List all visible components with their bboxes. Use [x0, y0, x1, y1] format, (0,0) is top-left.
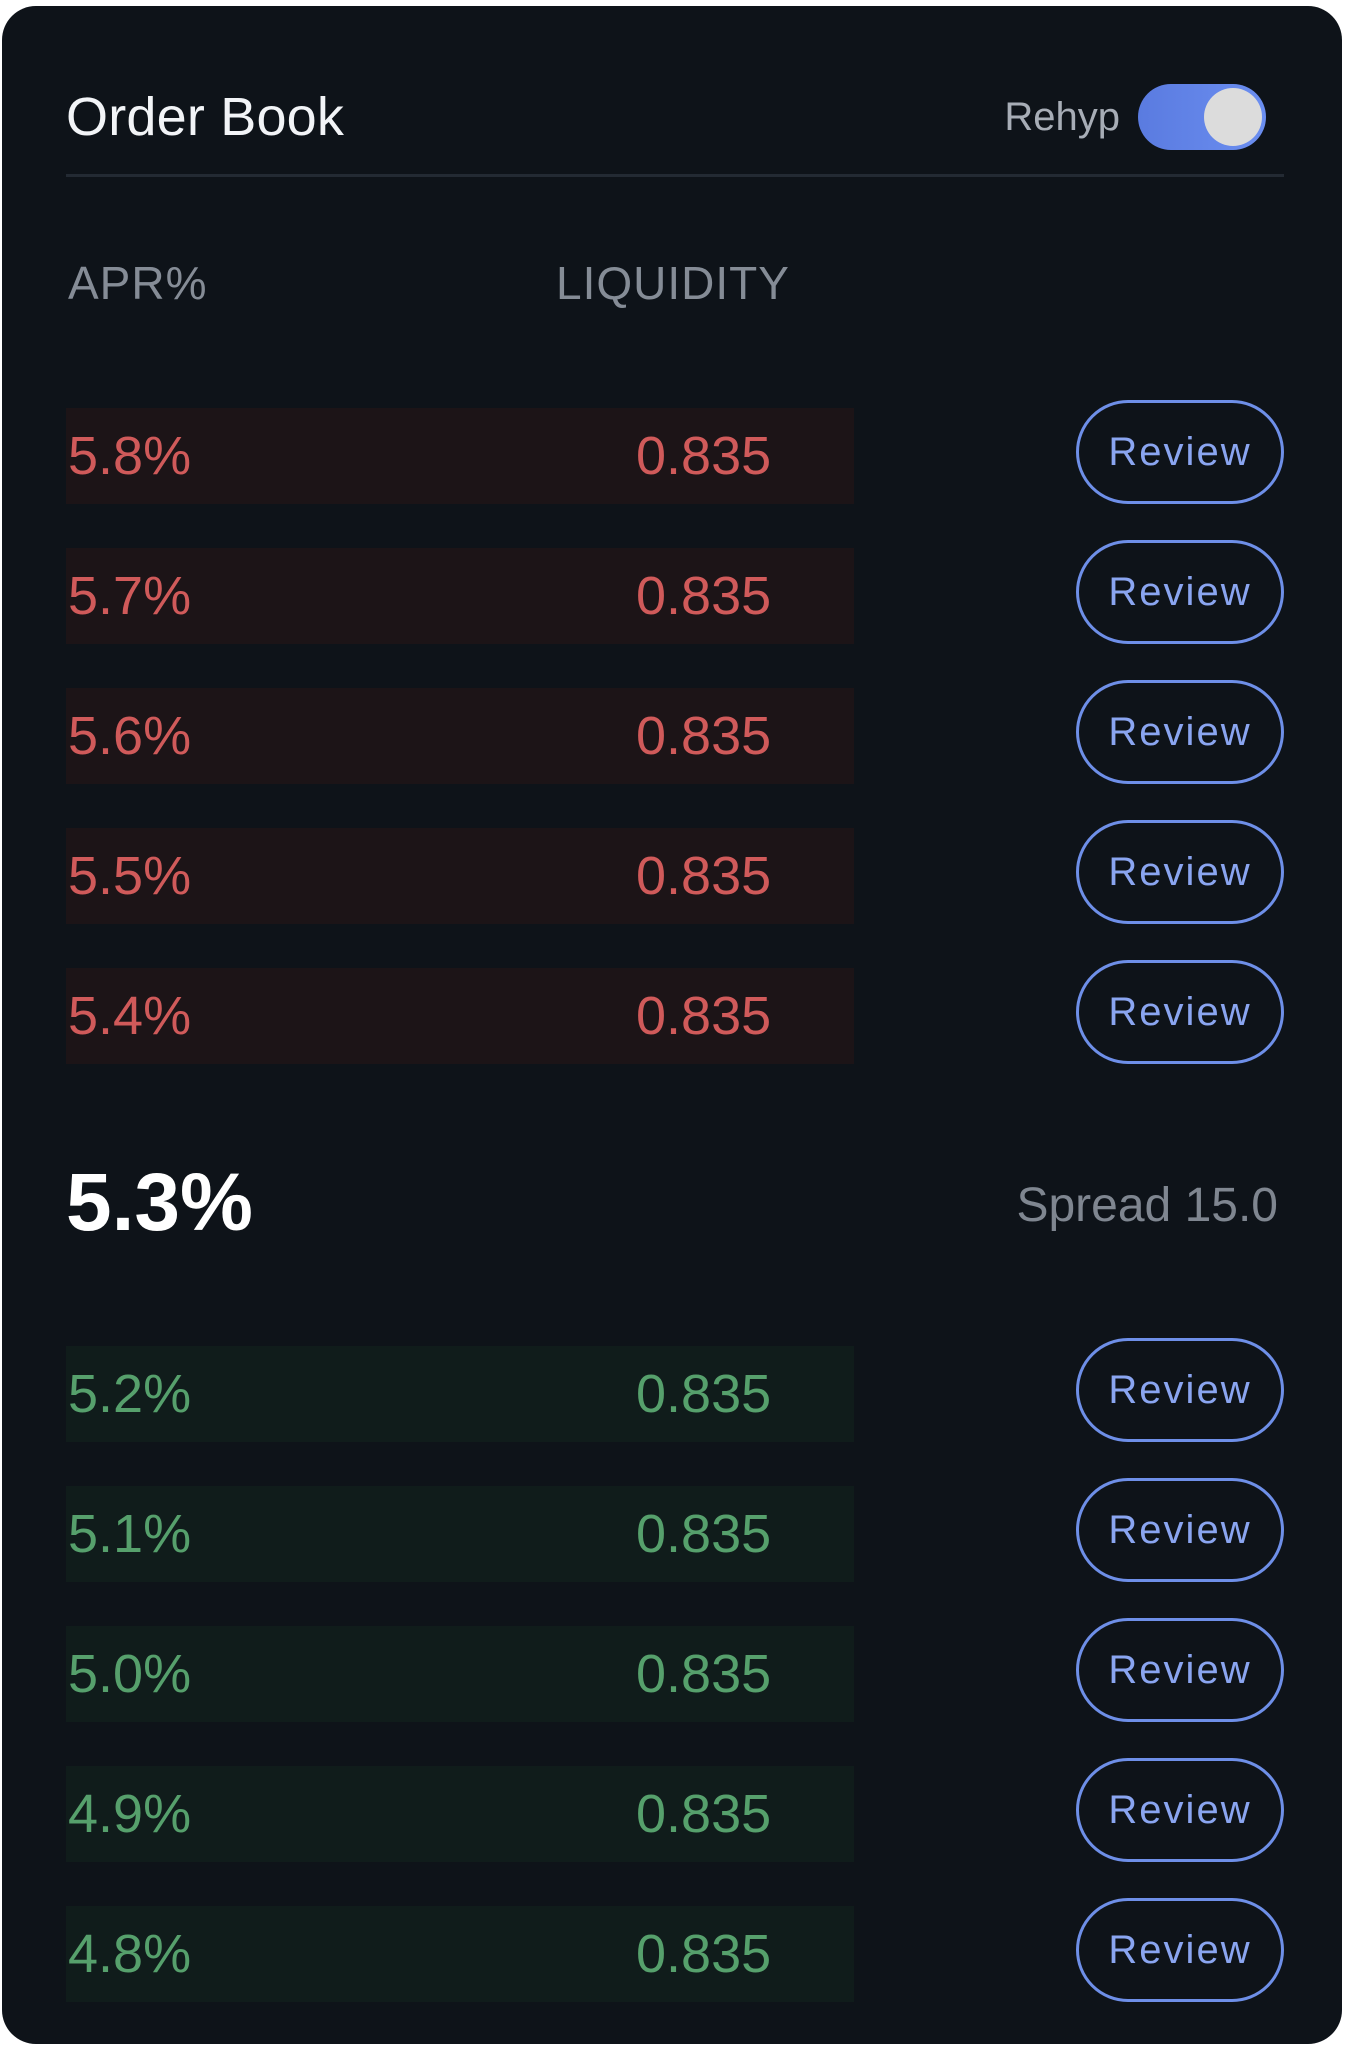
review-button[interactable]: Review — [1076, 1618, 1284, 1722]
bid-apr: 5.2% — [68, 1364, 192, 1424]
review-button[interactable]: Review — [1076, 960, 1284, 1064]
rehyp-toggle-group: Rehyp — [1004, 82, 1266, 152]
ask-row: 5.8% 0.835 Review — [66, 400, 1284, 504]
ask-apr: 5.4% — [68, 986, 192, 1046]
ask-liquidity: 0.835 — [636, 566, 772, 626]
ask-apr: 5.6% — [68, 706, 192, 766]
toggle-knob — [1204, 88, 1262, 146]
ask-row: 5.4% 0.835 Review — [66, 960, 1284, 1064]
bid-depth-bar — [66, 1346, 854, 1442]
ask-depth-bar — [66, 828, 854, 924]
ask-row: 5.5% 0.835 Review — [66, 820, 1284, 924]
review-button[interactable]: Review — [1076, 540, 1284, 644]
ask-apr: 5.5% — [68, 846, 192, 906]
review-button[interactable]: Review — [1076, 1478, 1284, 1582]
order-book-header: Order Book Rehyp — [66, 74, 1284, 177]
review-button[interactable]: Review — [1076, 680, 1284, 784]
review-button[interactable]: Review — [1076, 820, 1284, 924]
bid-liquidity: 0.835 — [636, 1504, 772, 1564]
rehyp-toggle[interactable] — [1138, 84, 1266, 150]
bid-apr: 5.1% — [68, 1504, 192, 1564]
ask-depth-bar — [66, 688, 854, 784]
bid-apr: 5.0% — [68, 1644, 192, 1704]
bid-row: 4.8% 0.835 Review — [66, 1898, 1284, 2002]
ask-liquidity: 0.835 — [636, 706, 772, 766]
ask-apr: 5.8% — [68, 426, 192, 486]
bid-depth-bar — [66, 1486, 854, 1582]
rehyp-toggle-label: Rehyp — [1004, 94, 1120, 139]
bid-liquidity: 0.835 — [636, 1644, 772, 1704]
column-header-apr: APR% — [68, 257, 208, 309]
bid-apr: 4.8% — [68, 1924, 192, 1984]
review-button[interactable]: Review — [1076, 400, 1284, 504]
order-book-panel: Order Book Rehyp APR% LIQUIDITY 5.8% 0.8… — [2, 6, 1342, 2044]
ask-apr: 5.7% — [68, 566, 192, 626]
ask-liquidity: 0.835 — [636, 986, 772, 1046]
spread-value: Spread 15.0 — [1016, 1179, 1278, 1232]
bid-row: 4.9% 0.835 Review — [66, 1758, 1284, 1862]
bid-row: 5.0% 0.835 Review — [66, 1618, 1284, 1722]
bid-depth-bar — [66, 1766, 854, 1862]
ask-liquidity: 0.835 — [636, 426, 772, 486]
mid-price: 5.3% — [66, 1157, 253, 1248]
ask-liquidity: 0.835 — [636, 846, 772, 906]
review-button[interactable]: Review — [1076, 1338, 1284, 1442]
bid-depth-bar — [66, 1906, 854, 2002]
ask-depth-bar — [66, 548, 854, 644]
review-button[interactable]: Review — [1076, 1898, 1284, 2002]
ask-depth-bar — [66, 408, 854, 504]
bid-apr: 4.9% — [68, 1784, 192, 1844]
bid-liquidity: 0.835 — [636, 1784, 772, 1844]
bid-row: 5.2% 0.835 Review — [66, 1338, 1284, 1442]
ask-row: 5.6% 0.835 Review — [66, 680, 1284, 784]
bid-row: 5.1% 0.835 Review — [66, 1478, 1284, 1582]
bid-liquidity: 0.835 — [636, 1364, 772, 1424]
bid-liquidity: 0.835 — [636, 1924, 772, 1984]
page-title: Order Book — [66, 87, 345, 147]
bid-depth-bar — [66, 1626, 854, 1722]
review-button[interactable]: Review — [1076, 1758, 1284, 1862]
ask-depth-bar — [66, 968, 854, 1064]
ask-row: 5.7% 0.835 Review — [66, 540, 1284, 644]
column-header-liquidity: LIQUIDITY — [556, 257, 790, 309]
